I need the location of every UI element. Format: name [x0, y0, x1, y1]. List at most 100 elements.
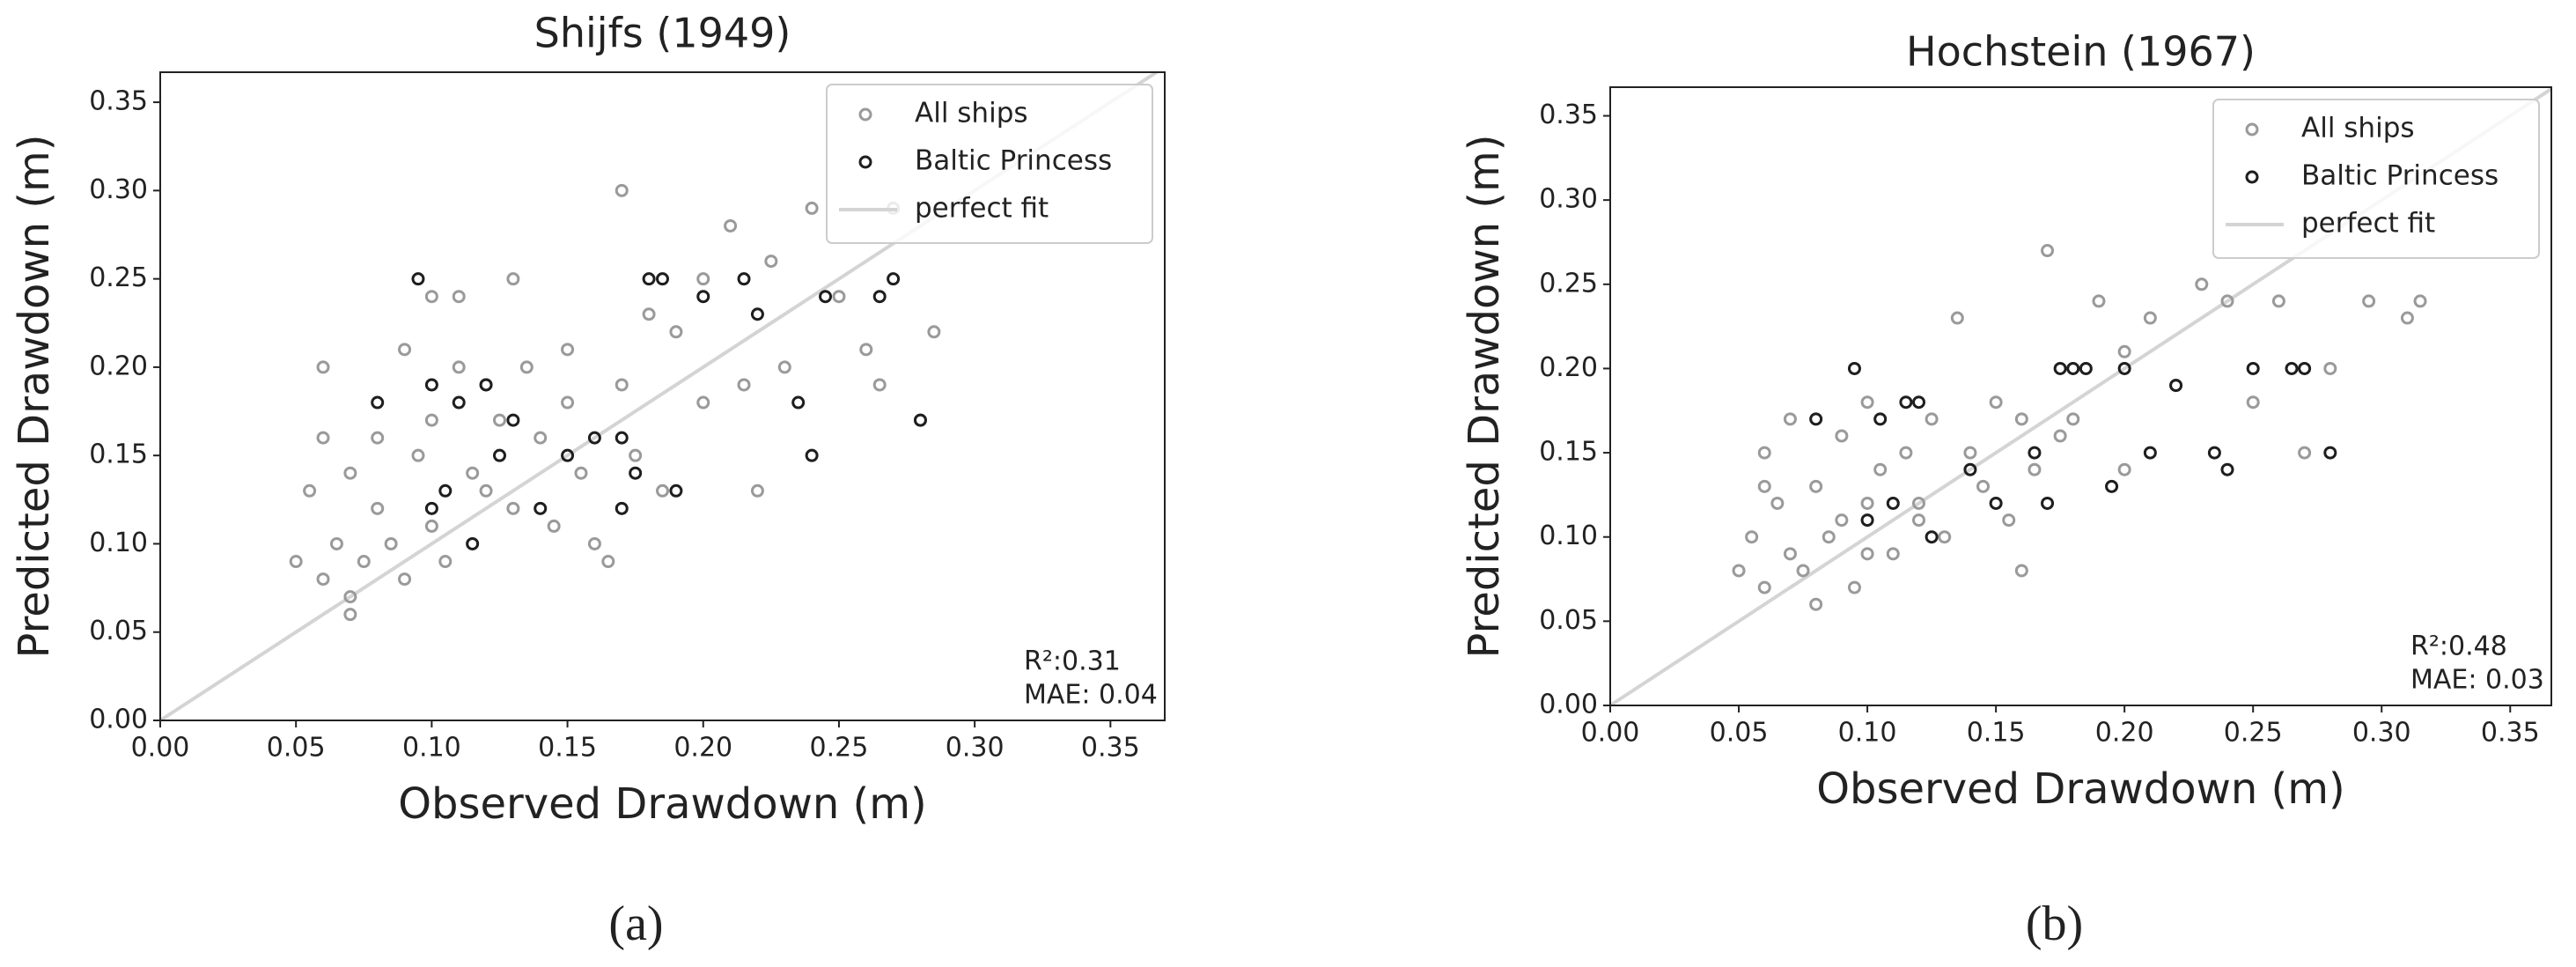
- scatter-point: [534, 431, 548, 445]
- y-tick-label: 0.15: [89, 439, 148, 470]
- scatter-point: [805, 201, 819, 215]
- scatter-point: [872, 290, 887, 304]
- scatter-point: [587, 431, 601, 445]
- scatter-point: [1963, 446, 1977, 460]
- scatter-point: [371, 501, 385, 515]
- scatter-point: [1822, 530, 1836, 544]
- scatter-point: [615, 501, 629, 515]
- legend-label: perfect fit: [2301, 208, 2435, 240]
- scatter-point: [832, 290, 846, 304]
- scatter-point: [424, 501, 438, 515]
- scatter-point: [2362, 294, 2376, 308]
- x-axis-label: Observed Drawdown (m): [1816, 764, 2345, 814]
- y-tick-label: 0.05: [1539, 605, 1598, 636]
- x-tick-label: 0.10: [402, 733, 461, 764]
- scatter-point: [2014, 412, 2028, 426]
- scatter-point: [2323, 361, 2337, 375]
- y-tick-label: 0.00: [89, 705, 148, 735]
- scatter-point: [2117, 361, 2131, 375]
- subplot: Hochstein (1967) Observed Drawdown (m) Pre…: [1460, 28, 2553, 951]
- scatter-point: [737, 378, 751, 392]
- scatter-point: [2323, 446, 2337, 460]
- scatter-point: [1809, 597, 1823, 611]
- scatter-point: [534, 501, 548, 515]
- scatter-point: [2014, 564, 2028, 578]
- scatter-point: [561, 448, 575, 462]
- scatter-point: [913, 413, 927, 427]
- y-tick-label: 0.25: [1539, 268, 1598, 299]
- scatter-point: [629, 466, 643, 480]
- scatter-point: [1860, 395, 1874, 410]
- scatter-point: [1860, 547, 1874, 561]
- scatter-point: [2246, 395, 2260, 410]
- scatter-point: [289, 555, 303, 569]
- axes-frame: [159, 71, 1166, 721]
- scatter-point: [2195, 277, 2209, 292]
- scatter-point: [547, 519, 561, 533]
- x-tick-label: 0.30: [946, 733, 1005, 764]
- scatter-point: [696, 272, 710, 286]
- annotation: MAE: 0.04: [1024, 680, 1158, 711]
- scatter-point: [424, 290, 438, 304]
- scatter-point: [1886, 547, 1900, 561]
- scatter-point: [466, 536, 480, 550]
- scatter-point: [2143, 446, 2157, 460]
- scatter-point: [411, 448, 425, 462]
- legend: All ships Baltic Princess perfect fit: [2212, 99, 2540, 259]
- scatter-point: [411, 272, 425, 286]
- scatter-point: [1899, 446, 1913, 460]
- annotation: MAE: 0.03: [2410, 665, 2544, 696]
- scatter-point: [669, 484, 683, 498]
- scatter-point: [316, 360, 330, 374]
- scatter-point: [629, 448, 643, 462]
- scatter-point: [656, 484, 669, 498]
- scatter-point: [587, 536, 601, 550]
- subplot-label: (a): [608, 897, 663, 951]
- annotation: R²:0.48: [2410, 631, 2507, 662]
- scatter-point: [506, 272, 520, 286]
- scatter-point: [371, 395, 385, 410]
- scatter-point: [1873, 412, 1888, 426]
- scatter-point: [642, 307, 656, 321]
- scatter-point: [2246, 361, 2260, 375]
- scatter-point: [1809, 412, 1823, 426]
- legend-box: [2212, 99, 2540, 259]
- scatter-point: [1911, 395, 1925, 410]
- legend-label: perfect fit: [915, 193, 1049, 225]
- scatter-point: [2105, 479, 2119, 493]
- scatter-point: [1783, 412, 1797, 426]
- scatter-point: [384, 536, 398, 550]
- scatter-point: [1911, 513, 1925, 528]
- y-tick-label: 0.30: [89, 174, 148, 205]
- x-tick-label: 0.35: [2481, 718, 2540, 749]
- scatter-point: [1925, 412, 1939, 426]
- scatter-point: [2028, 462, 2042, 476]
- scatter-point: [2298, 446, 2312, 460]
- scatter-point: [2117, 462, 2131, 476]
- scatter-point: [656, 272, 669, 286]
- legend-marker: [858, 107, 872, 122]
- scatter-point: [561, 395, 575, 410]
- scatter-point: [452, 395, 466, 410]
- scatter-point: [2117, 344, 2131, 358]
- y-tick-label: 0.20: [1539, 352, 1598, 383]
- scatter-point: [805, 448, 819, 462]
- x-tick-label: 0.00: [131, 733, 190, 764]
- legend-label: All ships: [2301, 113, 2415, 144]
- scatter-point: [764, 255, 778, 269]
- scatter-point: [1757, 479, 1771, 493]
- scatter-point: [750, 484, 764, 498]
- scatter-point: [561, 343, 575, 357]
- scatter-point: [1835, 429, 1849, 443]
- scatter-point: [2041, 244, 2055, 258]
- scatter-point: [1796, 564, 1810, 578]
- y-tick-label: 0.35: [1539, 100, 1598, 130]
- scatter-point: [2028, 446, 2042, 460]
- x-tick-label: 0.30: [2352, 718, 2411, 749]
- scatter-point: [777, 360, 791, 374]
- axes-frame: [1609, 86, 2552, 706]
- y-tick-label: 0.10: [1539, 520, 1598, 551]
- y-tick-label: 0.35: [89, 86, 148, 117]
- scatter-point: [2220, 462, 2234, 476]
- legend-label: All ships: [915, 98, 1028, 129]
